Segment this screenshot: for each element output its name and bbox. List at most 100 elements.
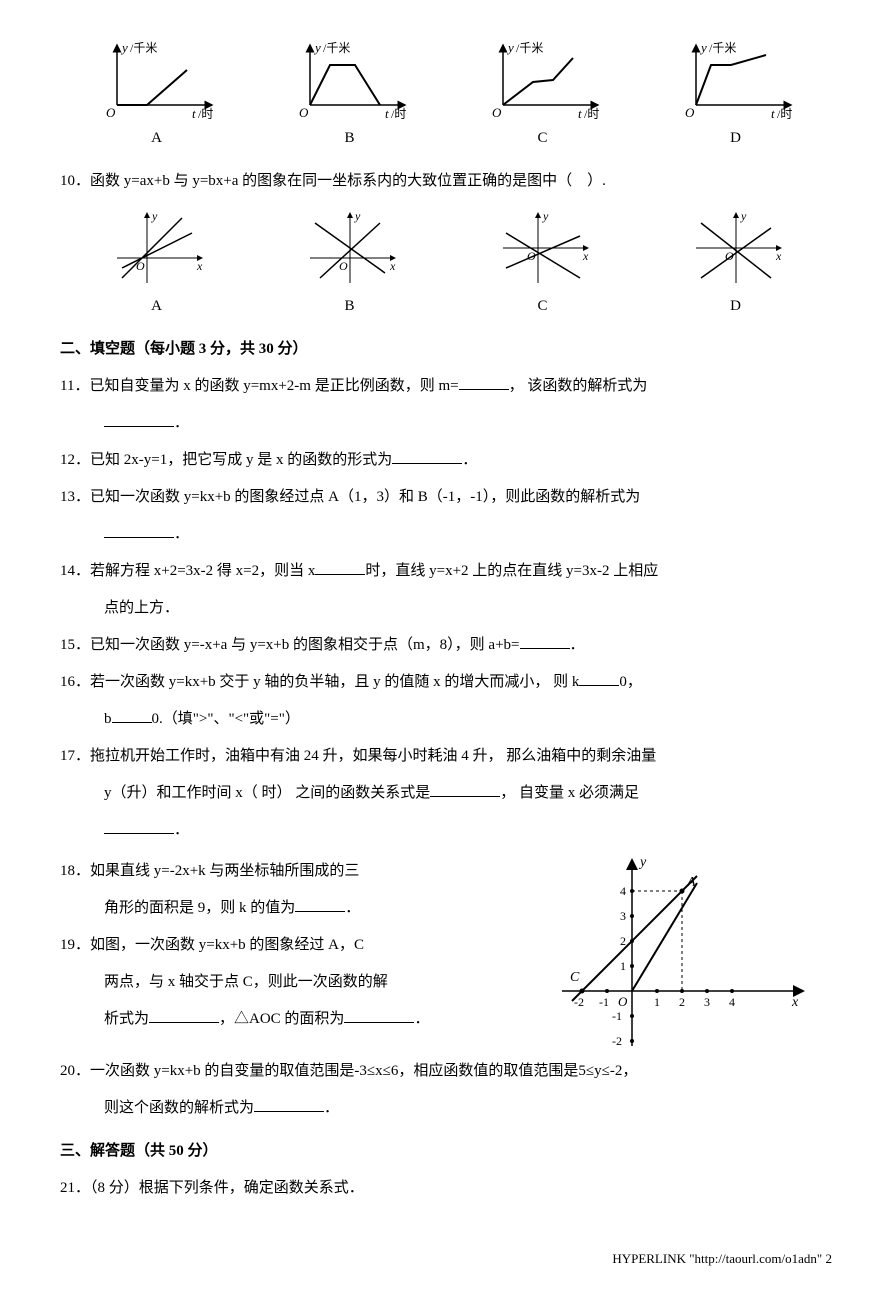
q19-blank2 — [344, 1007, 414, 1023]
q12-b: ． — [462, 452, 477, 468]
q17-blank1 — [430, 781, 500, 797]
q14-b: 时，直线 y=x+2 上的点在直线 y=3x-2 上相应 — [365, 563, 658, 579]
q17: 17．拖拉机开始工作时，油箱中有油 24 升，如果每小时耗油 4 升， 那么油箱… — [60, 740, 832, 773]
q10-text: 10．函数 y=ax+b 与 y=bx+a 的图象在同一坐标系内的大致位置正确的… — [60, 165, 832, 198]
section-3-title: 三、解答题（共 50 分） — [60, 1135, 832, 1168]
q16-blank2 — [112, 707, 152, 723]
q19-d: ，△AOC 的面积为 — [219, 1011, 344, 1027]
q13-b: ． — [174, 526, 189, 542]
chart-a-label: A — [686, 875, 696, 890]
svg-text:/时: /时 — [198, 107, 213, 120]
q13-line2: ． — [60, 518, 832, 551]
q18-b: 角形的面积是 9，则 k 的值为 — [104, 900, 295, 916]
q16-blank1 — [579, 670, 619, 686]
q10-graph-d: x y O D — [681, 208, 791, 323]
q10-label-a: A — [102, 290, 212, 323]
graph-d-svg: y/千米 t/时 O — [671, 40, 801, 120]
q17-d: ． — [174, 822, 189, 838]
graph-c-svg: y/千米 t/时 O — [478, 40, 608, 120]
q10-label-d: D — [681, 290, 791, 323]
svg-text:y: y — [151, 209, 158, 223]
svg-text:t: t — [771, 106, 775, 120]
q19-e: ． — [414, 1011, 429, 1027]
svg-text:x: x — [775, 249, 782, 263]
svg-text:O: O — [685, 105, 695, 120]
q16-b: 0， — [619, 674, 642, 690]
q11-a: 11．已知自变量为 x 的函数 y=mx+2-m 是正比例函数，则 m= — [60, 378, 459, 394]
section-2-title: 二、填空题（每小题 3 分，共 30 分） — [60, 333, 832, 366]
svg-text:y: y — [120, 40, 128, 55]
chart-x-label: x — [791, 995, 799, 1010]
q13-blank — [104, 522, 174, 538]
svg-text:t: t — [385, 106, 389, 120]
q14: 14．若解方程 x+2=3x-2 得 x=2，则当 x时，直线 y=x+2 上的… — [60, 555, 832, 588]
svg-text:y: y — [313, 40, 321, 55]
svg-text:4: 4 — [620, 884, 626, 898]
graph-b-svg: y/千米 t/时 O — [285, 40, 415, 120]
svg-text:y: y — [542, 209, 549, 223]
q10-graph-b: x y O B — [295, 208, 405, 323]
chart-c-label: C — [570, 970, 580, 985]
q10-label-c: C — [488, 290, 598, 323]
svg-text:/千米: /千米 — [130, 41, 157, 55]
q11-line2: ． — [60, 407, 832, 440]
svg-text:/千米: /千米 — [516, 41, 543, 55]
q10-label-b: B — [295, 290, 405, 323]
svg-text:y: y — [699, 40, 707, 55]
q11-blank2 — [104, 411, 174, 427]
q9-label-c: C — [478, 122, 608, 155]
q14-blank — [315, 559, 365, 575]
q15: 15．已知一次函数 y=-x+a 与 y=x+b 的图象相交于点（m，8），则 … — [60, 629, 832, 662]
q18-blank — [295, 896, 345, 912]
q11-blank1 — [459, 374, 509, 390]
q10-graph-c: x y O C — [488, 208, 598, 323]
chart-o-label: O — [618, 994, 628, 1009]
q17-c: ， 自变量 x 必须满足 — [500, 785, 639, 801]
svg-text:/千米: /千米 — [323, 41, 350, 55]
q19-c: 析式为 — [104, 1011, 149, 1027]
q20-c: ． — [324, 1100, 339, 1116]
q12-blank — [392, 448, 462, 464]
q10-svg-c: x y O — [488, 208, 598, 288]
q10-svg-d: x y O — [681, 208, 791, 288]
svg-text:y: y — [506, 40, 514, 55]
q19-line1: 19．如图，一次函数 y=kx+b 的图象经过 A，C — [60, 929, 532, 962]
q18-line1: 18．如果直线 y=-2x+k 与两坐标轴所围成的三 — [60, 855, 532, 888]
q12: 12．已知 2x-y=1，把它写成 y 是 x 的函数的形式为． — [60, 444, 832, 477]
q9-label-a: A — [92, 122, 222, 155]
q9-graph-a: y/千米 t/时 O A — [92, 40, 222, 155]
q15-blank — [520, 633, 570, 649]
q20-line2: 则这个函数的解析式为． — [60, 1092, 832, 1125]
q9-graph-row: y/千米 t/时 O A y/千米 t/时 O B y/千米 t/时 O C — [60, 40, 832, 155]
svg-text:1: 1 — [620, 959, 626, 973]
q16: 16．若一次函数 y=kx+b 交于 y 轴的负半轴，且 y 的值随 x 的增大… — [60, 666, 832, 699]
svg-text:4: 4 — [729, 995, 735, 1009]
q9-graph-b: y/千米 t/时 O B — [285, 40, 415, 155]
svg-text:-1: -1 — [612, 1009, 622, 1023]
q16-d: 0.（填">"、"<"或"="） — [152, 711, 300, 727]
q18-c: ． — [345, 900, 360, 916]
q9-label-b: B — [285, 122, 415, 155]
svg-text:x: x — [389, 259, 396, 273]
q11: 11．已知自变量为 x 的函数 y=mx+2-m 是正比例函数，则 m= ， 该函… — [60, 370, 832, 403]
svg-text:3: 3 — [620, 909, 626, 923]
q11-b: ， 该函数的解析式为 — [509, 378, 648, 394]
page-footer: HYPERLINK "http://taourl.com/o1adn" 2 — [60, 1245, 832, 1274]
svg-text:2: 2 — [620, 934, 626, 948]
svg-text:2: 2 — [679, 995, 685, 1009]
svg-text:O: O — [106, 105, 116, 120]
q16-a: 16．若一次函数 y=kx+b 交于 y 轴的负半轴，且 y 的值随 x 的增大… — [60, 674, 579, 690]
q18-19-split: 18．如果直线 y=-2x+k 与两坐标轴所围成的三 角形的面积是 9，则 k … — [60, 851, 832, 1051]
svg-text:3: 3 — [704, 995, 710, 1009]
q10-graph-row: x y O A x y O B x y O C — [60, 208, 832, 323]
svg-text:O: O — [492, 105, 502, 120]
q16-line2: b0.（填">"、"<"或"="） — [60, 703, 832, 736]
q19-blank1 — [149, 1007, 219, 1023]
q10-svg-b: x y O — [295, 208, 405, 288]
q17-a: 17．拖拉机开始工作时，油箱中有油 24 升，如果每小时耗油 4 升， 那么油箱… — [60, 748, 656, 764]
q10-graph-a: x y O A — [102, 208, 212, 323]
q9-label-d: D — [671, 122, 801, 155]
svg-text:t: t — [192, 106, 196, 120]
svg-text:x: x — [582, 249, 589, 263]
svg-text:O: O — [339, 259, 348, 273]
